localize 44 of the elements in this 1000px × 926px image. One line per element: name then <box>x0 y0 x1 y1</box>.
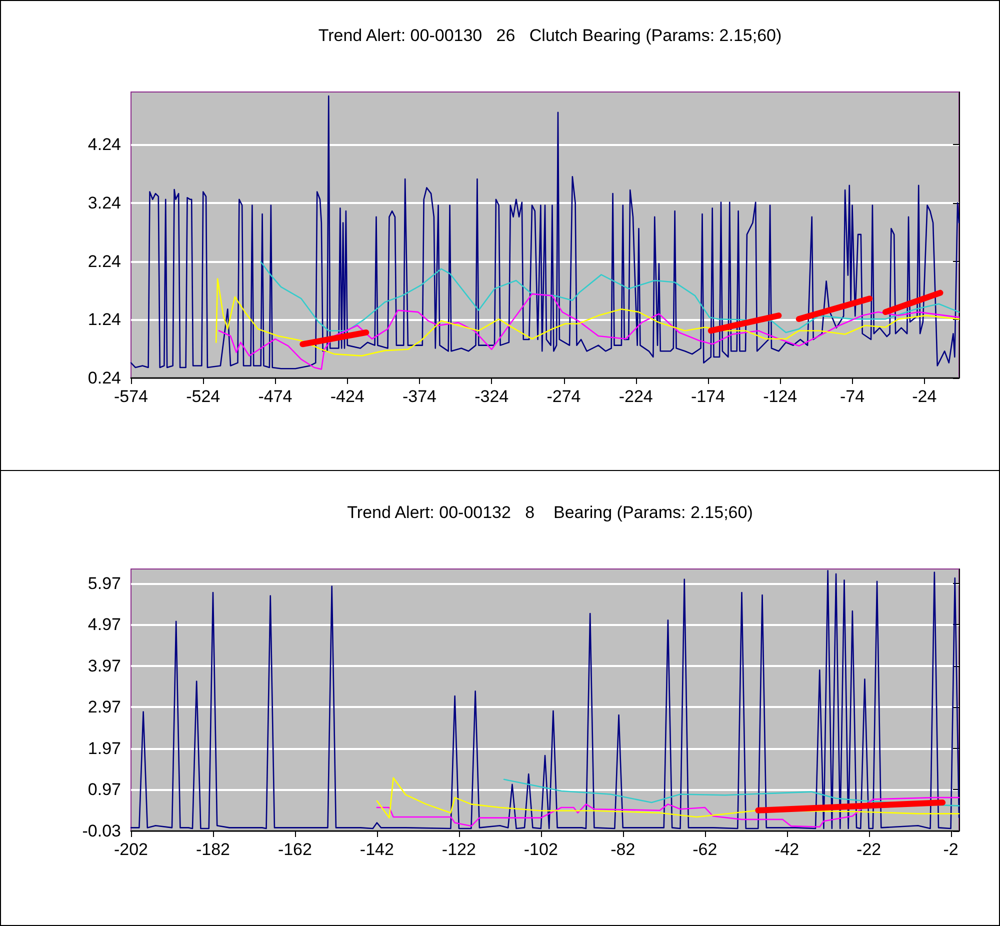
x-tick-label: -82 <box>610 840 636 859</box>
x-tick-label: -474 <box>258 387 292 406</box>
x-tick-label: -324 <box>474 387 509 406</box>
y-tick-label: 4.24 <box>88 135 121 154</box>
x-tick-label: -74 <box>840 387 865 406</box>
x-tick-label: -102 <box>524 840 558 859</box>
line-series <box>130 570 960 830</box>
x-tick-label: -42 <box>774 840 800 859</box>
x-tick-label: -524 <box>186 387 220 406</box>
y-tick-label: 0.97 <box>88 780 121 800</box>
x-tick-label: -24 <box>912 387 937 406</box>
x-tick-label: -182 <box>196 840 230 859</box>
line-series <box>376 777 960 818</box>
y-tick-label: 2.24 <box>88 252 121 271</box>
x-tick-label: -122 <box>442 840 476 859</box>
x-tick-label: -574 <box>114 387 148 406</box>
y-tick-label: -0.03 <box>82 822 121 840</box>
x-tick-label: -174 <box>690 387 726 406</box>
line-series <box>376 796 960 828</box>
x-tick-label: -142 <box>360 840 394 859</box>
y-tick-label: 1.97 <box>88 738 121 758</box>
x-tick-label: -224 <box>618 387 653 406</box>
x-tick-label: -374 <box>402 387 437 406</box>
y-tick-label: 0.24 <box>88 368 121 388</box>
x-tick-label: -162 <box>278 840 312 859</box>
x-tick-label: -62 <box>692 840 718 859</box>
x-tick-label: -424 <box>330 387 364 406</box>
x-tick-label: -2 <box>943 840 958 859</box>
y-tick-label: 3.97 <box>88 656 121 676</box>
y-tick-label: 5.97 <box>88 574 121 593</box>
x-tick-label: -22 <box>856 840 882 859</box>
line-series <box>260 261 960 334</box>
line-series <box>130 95 960 370</box>
line-series <box>218 293 960 370</box>
x-tick-label: -202 <box>114 840 148 859</box>
y-tick-label: 2.97 <box>88 698 121 717</box>
line-series <box>215 278 960 356</box>
y-tick-label: 1.24 <box>88 310 121 330</box>
y-tick-label: 3.24 <box>88 193 121 212</box>
y-tick-label: 4.97 <box>88 615 121 634</box>
chart-title: Trend Alert: 00-00132 8 Bearing (Params: 2.15;60) <box>347 503 753 522</box>
chart-title: Trend Alert: 00-00130 26 Clutch Bearing (Params: 2.15;60) <box>318 26 782 45</box>
x-tick-label: -124 <box>763 387 798 406</box>
x-tick-label: -274 <box>546 387 581 406</box>
